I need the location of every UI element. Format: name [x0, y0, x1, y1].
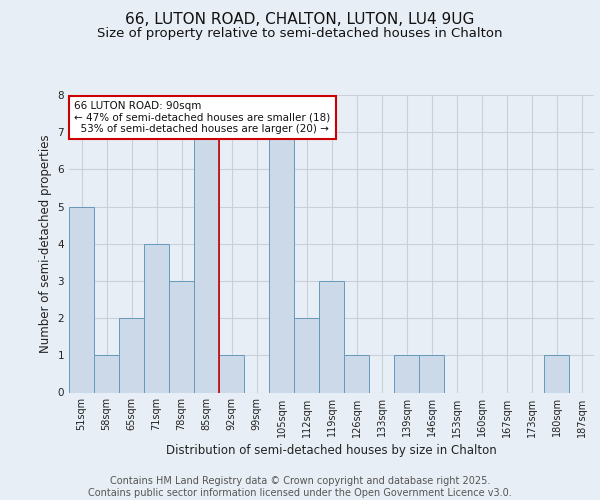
- Bar: [419, 356, 444, 393]
- Text: Size of property relative to semi-detached houses in Chalton: Size of property relative to semi-detach…: [97, 28, 503, 40]
- Y-axis label: Number of semi-detached properties: Number of semi-detached properties: [39, 134, 52, 353]
- X-axis label: Distribution of semi-detached houses by size in Chalton: Distribution of semi-detached houses by …: [166, 444, 497, 456]
- Bar: [144, 244, 169, 392]
- Bar: [269, 132, 294, 392]
- Text: Contains HM Land Registry data © Crown copyright and database right 2025.
Contai: Contains HM Land Registry data © Crown c…: [88, 476, 512, 498]
- Bar: [319, 281, 344, 392]
- Bar: [194, 132, 219, 392]
- Bar: [294, 318, 319, 392]
- Bar: [344, 356, 369, 393]
- Bar: [394, 356, 419, 393]
- Text: 66, LUTON ROAD, CHALTON, LUTON, LU4 9UG: 66, LUTON ROAD, CHALTON, LUTON, LU4 9UG: [125, 12, 475, 28]
- Bar: [94, 356, 119, 393]
- Bar: [69, 206, 94, 392]
- Bar: [119, 318, 144, 392]
- Bar: [544, 356, 569, 393]
- Text: 66 LUTON ROAD: 90sqm
← 47% of semi-detached houses are smaller (18)
  53% of sem: 66 LUTON ROAD: 90sqm ← 47% of semi-detac…: [74, 101, 331, 134]
- Bar: [169, 281, 194, 392]
- Bar: [219, 356, 244, 393]
